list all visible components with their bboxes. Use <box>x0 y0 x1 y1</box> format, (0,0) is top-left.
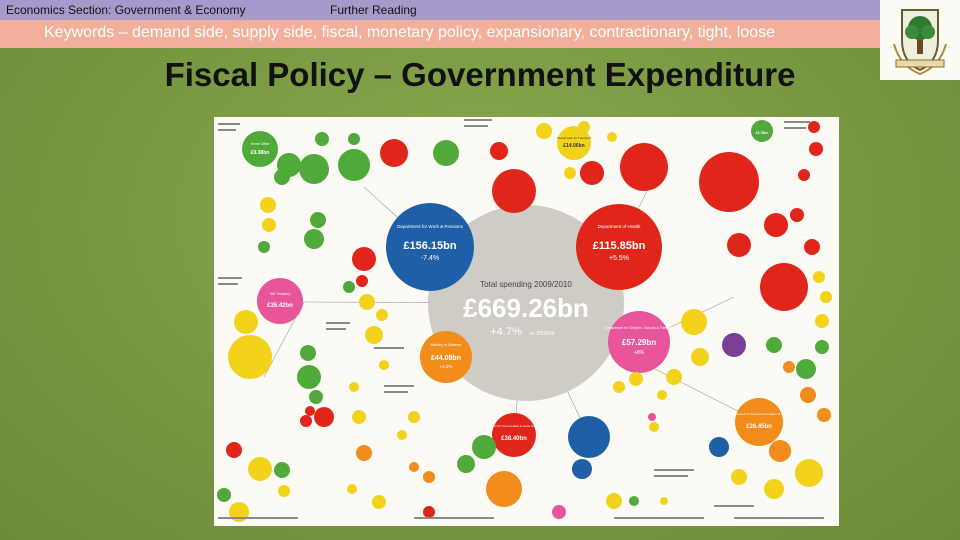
dcsf-bubble <box>608 311 670 373</box>
defence-name: Ministry of Defence <box>431 343 462 347</box>
dwp-value: £156.15bn <box>403 240 456 252</box>
dwp-change: -7.4% <box>421 255 439 262</box>
defence-change: +4.3% <box>440 364 453 369</box>
dcsf-name: Department for Children, Schools & Famil… <box>606 326 673 330</box>
bis-bubble <box>735 398 783 446</box>
minor-spending-bubbles <box>217 121 832 522</box>
bis-name: Department for Business Innovation & Ski… <box>730 412 789 416</box>
slide-title: Fiscal Policy – Government Expenditure <box>164 56 796 93</box>
transport-bubble <box>557 126 591 160</box>
spending-infographic: Total spending 2009/2010 £669.26bn +4.7%… <box>214 117 839 526</box>
school-crest-logo <box>880 0 960 80</box>
total-change: +4.7% <box>490 326 522 338</box>
keywords-text: Keywords – demand side, supply side, fis… <box>44 24 776 41</box>
transport-value: £14.06bn <box>563 143 584 149</box>
clg-name: Department for Communities & Local Gover… <box>481 424 548 428</box>
fine-print-captions <box>218 119 824 519</box>
further-reading-link[interactable]: Further Reading <box>330 3 417 17</box>
dwp-name: Department for Work & Pensions <box>397 224 463 229</box>
bis-value: £26.45bn <box>746 424 772 430</box>
health-bubble <box>576 204 662 290</box>
bubble-chart: Total spending 2009/2010 £669.26bn +4.7%… <box>217 119 832 522</box>
home-office-value: £9.38bn <box>251 150 270 156</box>
total-spending-bubble <box>428 205 624 401</box>
home-office-name: Home Office <box>251 142 270 146</box>
total-change-note: on 2008/09 <box>529 331 554 337</box>
clg-value: £38.40bn <box>501 436 527 442</box>
dwp-bubble <box>386 203 474 291</box>
top-header-bar: Economics Section: Government & Economy … <box>0 0 880 20</box>
dcsf-value: £57.29bn <box>622 338 656 347</box>
defra-value: £3.76bn <box>756 131 769 135</box>
defence-bubble <box>420 331 472 383</box>
health-name: Department of Health <box>598 224 641 229</box>
keywords-bar: Keywords – demand side, supply side, fis… <box>0 20 882 48</box>
crest-icon <box>893 9 947 76</box>
treasury-name: HM Treasury <box>270 292 291 296</box>
dcsf-change: +8% <box>634 350 645 356</box>
defence-value: £44.08bn <box>431 355 461 362</box>
clg-bubble <box>492 413 536 457</box>
treasury-value: £35.42bn <box>267 303 293 309</box>
transport-name: Department for Transport <box>557 136 591 140</box>
home-office-bubble <box>242 131 278 167</box>
treasury-bubble <box>257 278 303 324</box>
total-caption: Total spending 2009/2010 <box>480 280 572 289</box>
health-change: +5.5% <box>609 255 629 262</box>
defra-bubble <box>751 120 773 142</box>
section-label[interactable]: Economics Section: Government & Economy <box>6 3 246 17</box>
health-value: £115.85bn <box>593 240 646 252</box>
total-value: £669.26bn <box>463 293 589 323</box>
